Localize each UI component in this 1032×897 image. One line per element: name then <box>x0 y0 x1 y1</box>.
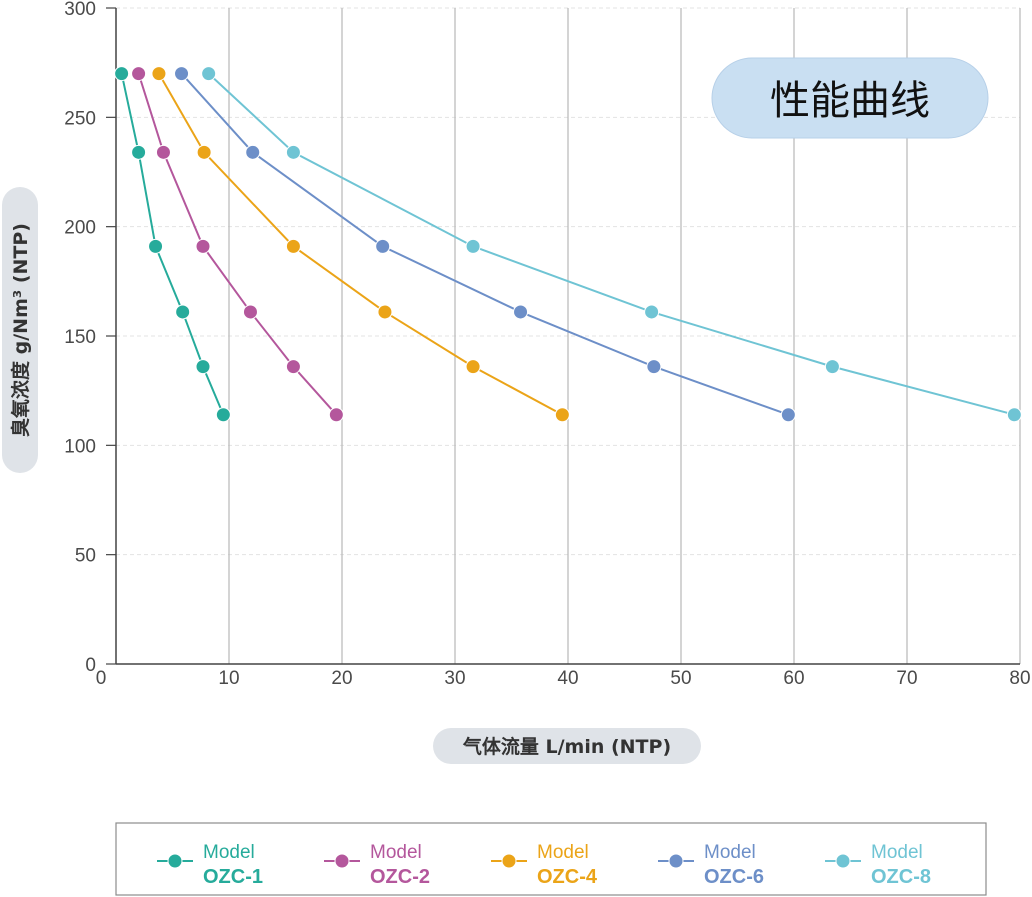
data-point-OZC-1-0 <box>114 66 130 82</box>
legend-item-OZC-2: Model OZC-2 <box>324 842 430 888</box>
series-lines <box>114 66 1022 423</box>
data-point-OZC-1-3 <box>175 304 191 320</box>
data-point-OZC-2-3 <box>242 304 258 320</box>
legend-series-name: OZC-4 <box>537 866 598 888</box>
x-tick-label-0: 0 <box>96 668 107 689</box>
data-point-OZC-2-5 <box>328 407 344 423</box>
data-point-OZC-4-2 <box>285 238 301 254</box>
series-line-OZC-1 <box>120 73 225 416</box>
data-point-OZC-8-4 <box>824 359 840 375</box>
x-tick-label-3: 30 <box>444 668 465 689</box>
data-point-OZC-6-1 <box>245 144 261 160</box>
x-tick-label-2: 20 <box>331 668 352 689</box>
series-line-OZC-4 <box>158 73 563 416</box>
series-line-OZC-2 <box>137 73 338 416</box>
x-tick-label-7: 70 <box>896 668 917 689</box>
data-point-OZC-1-2 <box>148 238 164 254</box>
legend-swatch-marker <box>501 853 517 869</box>
data-point-OZC-4-4 <box>465 359 481 375</box>
legend-series-name: OZC-8 <box>871 866 931 888</box>
data-point-OZC-1-4 <box>195 359 211 375</box>
legend-model-label: Model <box>871 842 923 863</box>
x-tick-label-8: 80 <box>1009 668 1030 689</box>
legend-model-label: Model <box>704 842 756 863</box>
x-tick-label-1: 10 <box>218 668 239 689</box>
series-line-OZC-6 <box>180 72 789 416</box>
y-axis-label: 臭氧浓度 g/Nm³ (NTP) <box>2 187 38 473</box>
x-tick-label-5: 50 <box>670 668 691 689</box>
data-point-OZC-6-0 <box>174 66 190 82</box>
x-axis-label-text: 气体流量 L/min (NTP) <box>462 735 671 758</box>
series-OZC-2 <box>131 66 344 423</box>
legend-series-name: OZC-6 <box>704 866 764 888</box>
data-point-OZC-6-4 <box>646 359 662 375</box>
y-axis-label-text: 臭氧浓度 g/Nm³ (NTP) <box>9 223 32 437</box>
legend: Model OZC-1 Model OZC-2 Model OZC-4 Model OZC-6… <box>115 822 987 896</box>
chart-title-text: 性能曲线 <box>770 78 930 124</box>
series-OZC-4 <box>151 66 570 423</box>
y-tick-label-4: 200 <box>64 218 96 239</box>
data-point-OZC-8-5 <box>1006 407 1022 423</box>
legend-model-label: Model <box>203 842 255 863</box>
legend-series-name: OZC-2 <box>370 866 430 888</box>
series-OZC-1 <box>114 66 231 423</box>
y-tick-label-0: 0 <box>85 655 96 676</box>
data-point-OZC-4-0 <box>151 66 167 82</box>
data-point-OZC-2-0 <box>131 66 147 82</box>
legend-model-label: Model <box>370 842 422 863</box>
x-axis-label: 气体流量 L/min (NTP) <box>433 728 701 764</box>
legend-series-name: OZC-1 <box>203 866 263 888</box>
tick-labels: 0 50 100 150 200 250 300 0 10 20 30 40 50 60 70 80 <box>64 0 1030 689</box>
data-point-OZC-2-2 <box>195 238 211 254</box>
x-tick-label-4: 40 <box>557 668 578 689</box>
data-point-OZC-4-1 <box>196 144 212 160</box>
legend-item-OZC-1: Model OZC-1 <box>157 842 263 888</box>
y-tick-label-5: 250 <box>64 108 96 129</box>
legend-item-OZC-8: Model OZC-8 <box>825 842 931 888</box>
legend-swatch-marker <box>334 853 350 869</box>
data-point-OZC-1-5 <box>215 407 231 423</box>
data-point-OZC-8-3 <box>644 304 660 320</box>
chart-title: 性能曲线 <box>711 57 989 139</box>
data-point-OZC-2-4 <box>285 359 301 375</box>
data-point-OZC-8-1 <box>285 144 301 160</box>
series-OZC-8 <box>201 66 1022 423</box>
legend-swatch-marker <box>668 853 684 869</box>
data-point-OZC-4-5 <box>554 407 570 423</box>
data-point-OZC-8-2 <box>465 238 481 254</box>
x-tick-label-6: 60 <box>783 668 804 689</box>
data-point-OZC-1-1 <box>131 144 147 160</box>
legend-item-OZC-4: Model OZC-4 <box>491 842 598 888</box>
legend-item-OZC-6: Model OZC-6 <box>658 842 764 888</box>
data-point-OZC-2-1 <box>155 144 171 160</box>
legend-swatch-marker <box>835 853 851 869</box>
data-point-OZC-4-3 <box>377 304 393 320</box>
legend-swatch-marker <box>167 853 183 869</box>
data-point-OZC-6-2 <box>375 238 391 254</box>
legend-model-label: Model <box>537 842 589 863</box>
data-point-OZC-6-5 <box>780 407 796 423</box>
y-tick-label-1: 50 <box>75 546 96 567</box>
data-point-OZC-8-0 <box>201 66 217 82</box>
y-tick-label-3: 150 <box>64 327 96 348</box>
y-tick-label-2: 100 <box>64 436 96 457</box>
series-line-OZC-8 <box>207 72 1015 416</box>
y-tick-label-6: 300 <box>64 0 96 20</box>
series-OZC-6 <box>174 66 796 423</box>
data-point-OZC-6-3 <box>513 304 529 320</box>
